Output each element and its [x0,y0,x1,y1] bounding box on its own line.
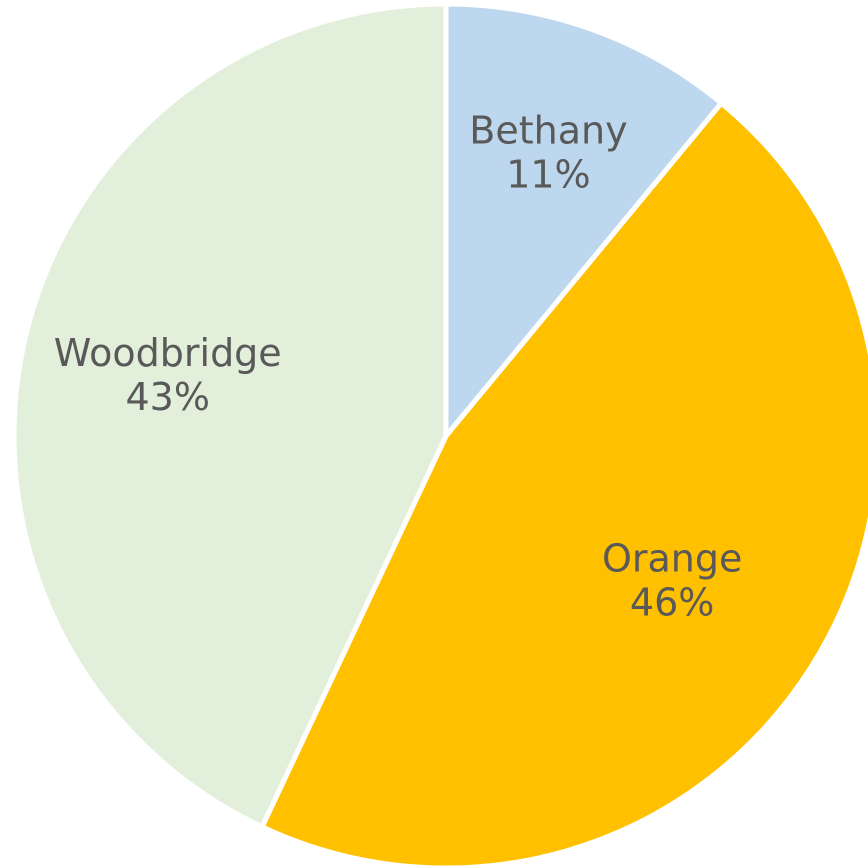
pie-slice-orange [259,100,868,867]
pie-slice-bethany [443,1,724,439]
pie-slices [11,1,868,867]
slice-label-orange: Orange [602,537,742,581]
slice-percent-bethany: 11% [506,152,590,196]
pie-slice-woodbridge [11,1,449,830]
slice-label-woodbridge: Woodbridge [54,331,282,375]
slice-label-bethany: Bethany [469,108,627,152]
slice-percent-orange: 46% [630,581,714,625]
slice-percent-woodbridge: 43% [126,375,210,419]
